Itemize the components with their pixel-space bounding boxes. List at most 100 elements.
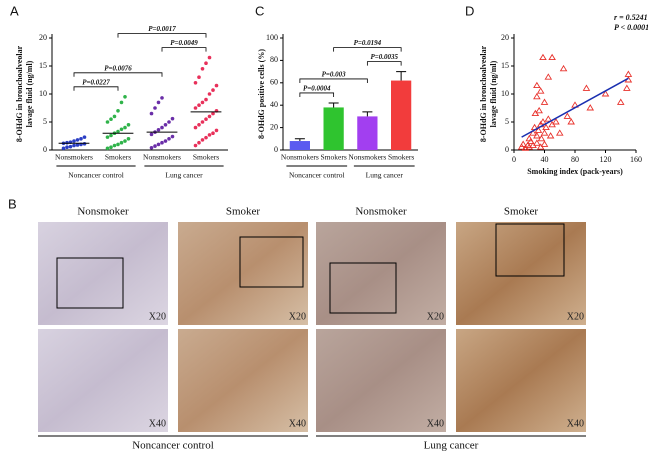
point — [539, 53, 547, 61]
y-axis-label: 8-OHdG positive cells (%) — [257, 49, 266, 139]
point — [116, 109, 120, 113]
magnification: X20 — [149, 311, 166, 322]
group-label: Lung cancer — [366, 171, 404, 180]
point — [160, 96, 164, 100]
p-value: P=0.0194 — [354, 39, 382, 47]
point — [207, 92, 212, 96]
point — [536, 87, 545, 94]
point — [193, 81, 198, 85]
point — [156, 100, 161, 105]
point — [149, 132, 154, 137]
y-tick-label: 0 — [505, 145, 509, 154]
p-value: P=0.0017 — [148, 25, 176, 33]
point — [126, 137, 131, 141]
y-axis-label: lavage fluid (ng/ml) — [25, 60, 34, 127]
x-tick-label: Nonsmokers — [348, 153, 386, 162]
point — [116, 142, 120, 147]
y-tick-label: 80 — [270, 55, 278, 64]
error-bar — [294, 138, 305, 142]
point — [548, 53, 556, 61]
point — [123, 95, 127, 99]
bracket — [73, 86, 119, 91]
error-bar — [328, 102, 339, 108]
point — [567, 118, 575, 125]
bracket — [117, 33, 207, 38]
error-bar — [396, 71, 407, 81]
point — [123, 125, 127, 130]
x-tick-label: Nonsmokers — [55, 153, 93, 162]
point — [167, 137, 171, 141]
micrograph — [316, 222, 446, 325]
point — [72, 143, 76, 148]
point — [526, 137, 535, 145]
micrograph — [316, 329, 446, 432]
axis — [513, 34, 636, 151]
y-tick-label: 20 — [501, 33, 509, 42]
point — [123, 139, 127, 143]
x-tick-label: Nonsmokers — [281, 153, 319, 162]
bracket — [299, 92, 335, 97]
bracket — [366, 61, 402, 66]
bar — [289, 141, 310, 150]
point — [534, 126, 543, 133]
point — [559, 64, 568, 72]
annotation: P < 0.0001 — [614, 23, 648, 32]
point — [540, 140, 549, 147]
point — [82, 142, 87, 146]
point — [540, 98, 549, 105]
point — [197, 140, 201, 145]
point — [200, 120, 205, 124]
point — [552, 118, 560, 125]
point — [200, 100, 205, 105]
group-label: Lung cancer — [165, 171, 203, 180]
x-tick-label: 160 — [630, 155, 642, 164]
point — [79, 137, 83, 141]
x-axis-label: Smoking index (pack-years) — [527, 167, 623, 176]
column-header: Smoker — [504, 206, 539, 218]
point — [623, 84, 631, 91]
point — [200, 138, 205, 142]
point — [68, 144, 73, 149]
point — [193, 143, 198, 148]
x-tick-label: 40 — [541, 155, 549, 164]
micrograph — [178, 222, 308, 325]
point — [153, 106, 157, 110]
point — [163, 123, 168, 127]
point — [72, 139, 76, 143]
bracket — [73, 72, 163, 77]
point — [149, 111, 154, 116]
point — [163, 139, 168, 143]
y-tick-label: 0 — [43, 145, 47, 154]
point — [601, 90, 610, 97]
bracket — [299, 78, 368, 83]
point — [624, 70, 633, 77]
y-axis-label: lavage fluid (ng/ml) — [489, 60, 498, 127]
point — [149, 145, 154, 150]
y-tick-label: 60 — [270, 78, 278, 87]
point — [540, 129, 549, 136]
p-value: P=0.0227 — [82, 78, 110, 86]
point — [109, 117, 113, 121]
y-tick-label: 15 — [39, 61, 47, 70]
inset-box — [329, 262, 397, 314]
point — [109, 133, 113, 138]
x-tick-label: 80 — [571, 155, 579, 164]
y-tick-label: 20 — [270, 122, 278, 131]
micrograph — [456, 222, 586, 325]
point — [544, 73, 553, 80]
magnification: X20 — [567, 311, 584, 322]
point — [537, 134, 546, 142]
point — [105, 120, 110, 124]
point — [170, 116, 175, 121]
error-bar — [362, 111, 373, 117]
point — [109, 145, 113, 149]
panel-label: B — [8, 196, 17, 211]
p-value: P=0.0049 — [170, 39, 198, 47]
point — [542, 123, 550, 131]
point — [65, 140, 69, 145]
y-tick-label: 40 — [270, 100, 278, 109]
p-value: P=0.0035 — [370, 53, 398, 61]
point — [197, 103, 201, 107]
point — [82, 135, 87, 139]
